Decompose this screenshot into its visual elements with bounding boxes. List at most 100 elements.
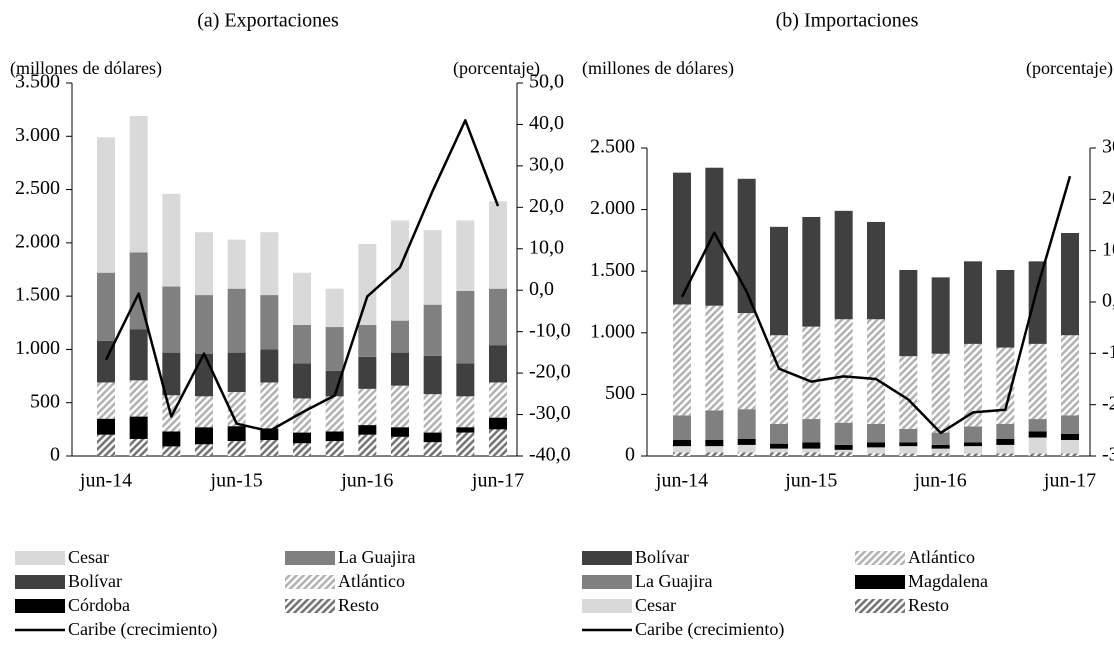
bar-segment	[802, 216, 821, 327]
y-tick-label: 3.000	[15, 124, 60, 146]
bar-segment	[1061, 233, 1079, 336]
bar-segment	[358, 425, 377, 435]
bar-segment	[423, 304, 442, 356]
bar-segment	[260, 382, 279, 429]
y-tick-label: 1.000	[590, 320, 635, 342]
bar-segment	[705, 167, 724, 306]
bar-segment	[705, 439, 724, 447]
bar-segment	[195, 295, 213, 354]
bar-segment	[489, 345, 507, 383]
legend-swatch	[15, 575, 65, 589]
bar-segment	[867, 442, 885, 448]
bar-segment	[867, 453, 885, 456]
bar-segment	[964, 446, 982, 454]
bar-segment	[129, 438, 148, 456]
x-tick-label: jun-17	[471, 470, 524, 492]
bar-segment	[456, 396, 475, 428]
legend-label: Caribe (crecimiento)	[68, 619, 217, 640]
y-axis-label: (millones de dólares)	[582, 58, 734, 79]
legend-label: Bolívar	[635, 547, 689, 567]
bar-segment	[931, 448, 950, 454]
y2-tick-label: -20,0	[1102, 392, 1114, 414]
y-tick-label: 2.000	[15, 230, 60, 252]
chart-title: (b) Importaciones	[776, 10, 919, 32]
legend-swatch	[285, 575, 335, 589]
y2-tick-label: -10,0	[529, 319, 571, 341]
y2-tick-label: 10,0	[1102, 238, 1114, 260]
bar-segment	[867, 423, 885, 443]
bar-segment	[97, 434, 115, 456]
bar-segment	[162, 193, 181, 287]
bar-segment	[97, 137, 115, 273]
bar-segment	[737, 438, 756, 445]
bar-segment	[358, 243, 377, 325]
bar-segment	[737, 452, 756, 456]
legend-label: Atlántico	[338, 571, 405, 591]
y2-tick-label: -30,0	[1102, 444, 1114, 466]
bar-segment	[325, 327, 344, 371]
bar-segment	[770, 443, 788, 449]
legend-swatch	[855, 551, 905, 565]
bar-segment	[899, 442, 918, 447]
y2-tick-label: 0,0	[529, 278, 554, 300]
legend-label: La Guajira	[338, 547, 415, 567]
y2-tick-label: -40,0	[529, 444, 571, 466]
bar-segment	[456, 363, 475, 397]
legend-swatch	[285, 551, 335, 565]
bar-segment	[456, 432, 475, 456]
bar-segment	[325, 431, 344, 442]
bar-segment	[964, 453, 982, 456]
x-tick-label: jun-15	[784, 470, 837, 492]
y-tick-label: 2.000	[590, 197, 635, 219]
bar-segment	[293, 398, 311, 433]
legend-swatch	[582, 551, 632, 565]
bar-segment	[423, 394, 442, 433]
y2-tick-label: 30,0	[529, 153, 564, 175]
bar-segment	[802, 448, 821, 453]
bar-segment	[358, 324, 377, 357]
bar-segment	[996, 423, 1015, 439]
bar-segment	[423, 355, 442, 395]
bar-segment	[293, 324, 311, 364]
legend-label: Bolívar	[68, 571, 122, 591]
bar-segment	[673, 172, 691, 305]
bar-segment	[899, 453, 918, 456]
bar-segment	[260, 295, 279, 350]
bar-segment	[227, 352, 246, 393]
bar-segment	[456, 290, 475, 364]
y2-tick-label: 30,0	[1102, 136, 1114, 158]
bar-segment	[737, 444, 756, 453]
legend-label: Caribe (crecimiento)	[635, 619, 784, 640]
bar-segment	[899, 446, 918, 454]
legend-swatch	[285, 599, 335, 613]
legend-label: Resto	[908, 595, 949, 615]
bar-segment	[129, 329, 148, 381]
bar-segment	[293, 363, 311, 399]
y-tick-label: 500	[605, 382, 635, 404]
bar-segment	[195, 396, 213, 428]
bar-segment	[1028, 431, 1047, 438]
bar-segment	[899, 428, 918, 443]
bar-segment	[325, 396, 344, 432]
x-tick-label: jun-17	[1043, 470, 1096, 492]
bar-segment	[260, 440, 279, 456]
bar-segment	[673, 446, 691, 453]
bar-segment	[996, 453, 1015, 456]
x-tick-label: jun-14	[79, 470, 132, 492]
bar-segment	[227, 392, 246, 427]
bar-segment	[423, 442, 442, 456]
bar-segment	[834, 449, 853, 453]
y2-tick-label: 10,0	[529, 236, 564, 258]
bar-segment	[770, 335, 788, 424]
chart-title: (a) Exportaciones	[197, 10, 339, 32]
bar-segment	[391, 352, 409, 386]
bar-segment	[293, 432, 311, 444]
bar-segment	[489, 429, 507, 456]
legend-label: La Guajira	[635, 571, 712, 591]
bar-segment	[673, 415, 691, 440]
bar-segment	[391, 220, 409, 321]
legend-label: Córdoba	[68, 595, 130, 615]
legend-swatch	[15, 599, 65, 613]
y-axis-label: (millones de dólares)	[10, 58, 162, 79]
